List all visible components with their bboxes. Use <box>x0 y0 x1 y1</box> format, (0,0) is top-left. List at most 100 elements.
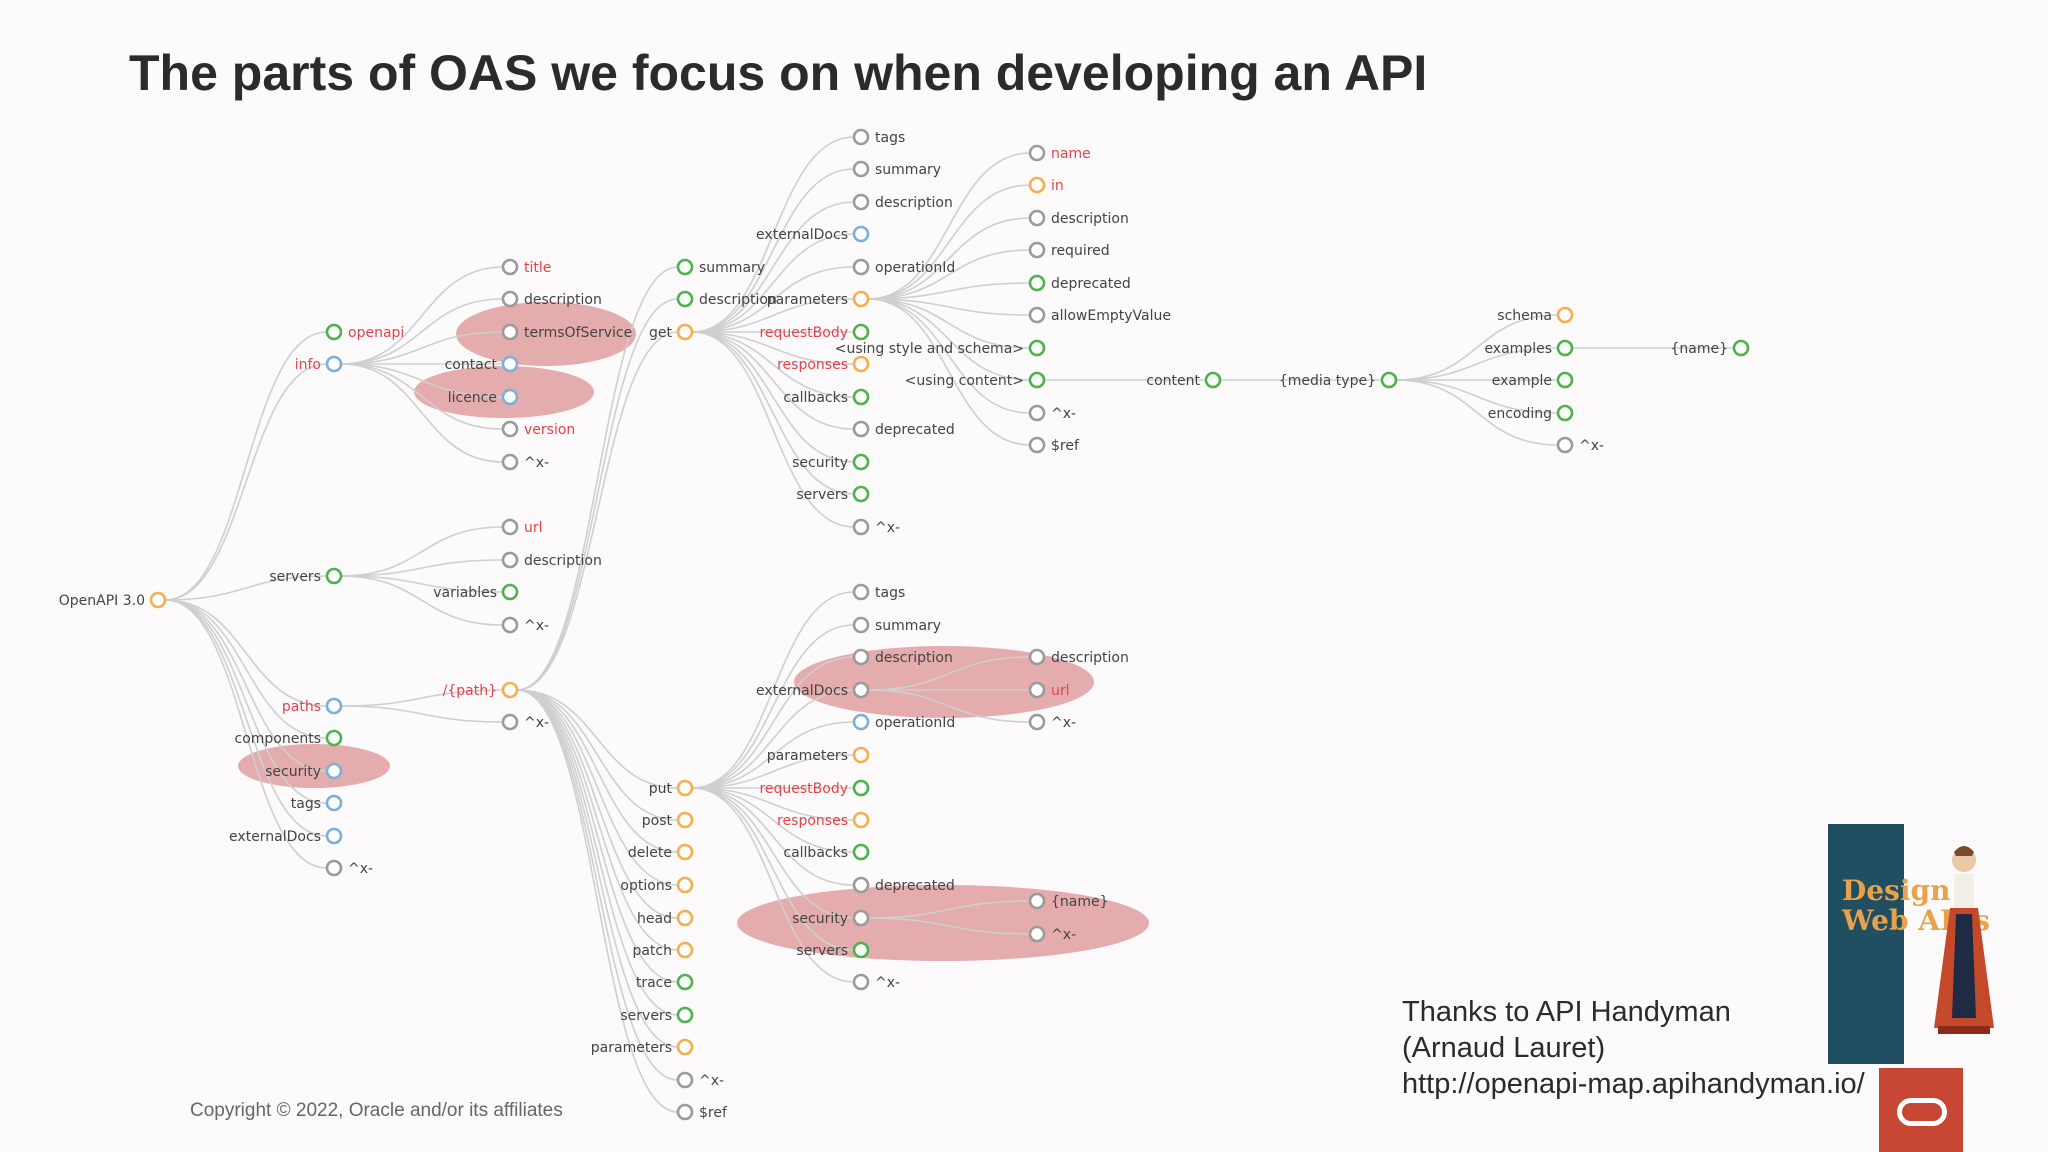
tree-node-pp-get[interactable]: get <box>649 323 694 341</box>
tree-node-u-sec[interactable]: security <box>792 909 870 927</box>
tree-node-i-desc[interactable]: description <box>501 290 602 308</box>
tree-node-u-srv[interactable]: servers <box>796 941 870 959</box>
tree-node-s-x[interactable]: ^x- <box>501 616 549 634</box>
tree-node-u-cb[interactable]: callbacks <box>783 843 870 861</box>
tree-node-g-desc[interactable]: description <box>852 193 953 211</box>
tree-node-p-x[interactable]: ^x- <box>501 713 549 731</box>
tree-node-u-desc[interactable]: description <box>852 648 953 666</box>
tree-node-g-depr[interactable]: deprecated <box>852 420 955 438</box>
node-label: tags <box>875 130 905 146</box>
tree-link <box>867 298 1031 349</box>
tree-node-pp-summary[interactable]: summary <box>676 258 765 276</box>
tree-node-g-opid[interactable]: operationId <box>852 258 955 276</box>
tree-node-c-content[interactable]: content <box>1146 371 1222 389</box>
tree-node-info[interactable]: info <box>295 355 343 373</box>
tree-node-pa-x[interactable]: ^x- <box>1028 404 1076 422</box>
tree-node-components[interactable]: components <box>235 729 343 747</box>
tree-node-root-x[interactable]: ^x- <box>325 859 373 877</box>
tree-node-ue-desc[interactable]: description <box>1028 648 1129 666</box>
tree-node-u-body[interactable]: requestBody <box>759 779 870 797</box>
credits-url[interactable]: http://openapi-map.apihandyman.io/ <box>1402 1068 1865 1100</box>
tree-node-g-summary[interactable]: summary <box>852 160 941 178</box>
tree-node-m-encoding[interactable]: encoding <box>1488 404 1574 422</box>
tree-node-pa-req[interactable]: required <box>1028 241 1110 259</box>
tree-node-pp-patch[interactable]: patch <box>632 941 694 959</box>
tree-node-openapi[interactable]: openapi <box>325 323 404 341</box>
tree-node-g-params[interactable]: parameters <box>767 290 870 308</box>
tree-node-pa-style[interactable]: <using style and schema> <box>835 339 1046 357</box>
tree-node-u-depr[interactable]: deprecated <box>852 876 955 894</box>
tree-node-pp-head[interactable]: head <box>637 909 694 927</box>
tree-node-pa-desc[interactable]: description <box>1028 209 1129 227</box>
tree-link <box>516 298 679 691</box>
tree-node-m-examples[interactable]: examples <box>1484 339 1574 357</box>
tree-node-i-tos[interactable]: termsOfService <box>501 323 632 341</box>
tree-node-ue-x[interactable]: ^x- <box>1028 713 1076 731</box>
tree-node-m-schema[interactable]: schema <box>1497 306 1574 324</box>
tree-node-u-opid[interactable]: operationId <box>852 713 955 731</box>
tree-node-externalDocs[interactable]: externalDocs <box>229 827 343 845</box>
tree-node-root[interactable]: OpenAPI 3.0 <box>59 591 167 609</box>
node-circle-icon <box>501 681 519 699</box>
tree-node-g-ext[interactable]: externalDocs <box>756 225 870 243</box>
node-circle-icon <box>852 876 870 894</box>
tree-node-pp-x[interactable]: ^x- <box>676 1071 724 1089</box>
node-circle-icon <box>852 616 870 634</box>
node-label: info <box>295 357 321 373</box>
tree-node-pp-delete[interactable]: delete <box>628 843 694 861</box>
tree-node-pp-servers[interactable]: servers <box>620 1006 694 1024</box>
tree-node-pp-put[interactable]: put <box>649 779 694 797</box>
tree-node-u-tags[interactable]: tags <box>852 583 905 601</box>
tree-link <box>691 298 855 333</box>
tree-node-g-srv[interactable]: servers <box>796 485 870 503</box>
tree-node-pa-content[interactable]: <using content> <box>905 371 1046 389</box>
tree-node-pa-name[interactable]: name <box>1028 144 1091 162</box>
tree-node-m-x[interactable]: ^x- <box>1556 436 1604 454</box>
tree-node-paths[interactable]: paths <box>282 697 343 715</box>
node-layer: OpenAPI 3.0 openapi info servers paths compon… <box>59 128 1750 1121</box>
tree-node-g-body[interactable]: requestBody <box>759 323 870 341</box>
tree-node-pa-depr[interactable]: deprecated <box>1028 274 1131 292</box>
tree-node-us-x[interactable]: ^x- <box>1028 925 1076 943</box>
tree-node-i-version[interactable]: version <box>501 420 575 438</box>
tree-node-u-params[interactable]: parameters <box>767 746 870 764</box>
tree-link <box>691 787 855 951</box>
tree-node-e-name[interactable]: {name} <box>1670 339 1750 357</box>
tree-node-pp-trace[interactable]: trace <box>636 973 694 991</box>
tree-node-i-licence[interactable]: licence <box>448 388 519 406</box>
tree-node-u-ext[interactable]: externalDocs <box>756 681 870 699</box>
tree-node-u-summary[interactable]: summary <box>852 616 941 634</box>
tree-node-p-path[interactable]: /{path} <box>443 681 519 699</box>
tree-node-pa-in[interactable]: in <box>1028 176 1064 194</box>
tree-node-pp-desc[interactable]: description <box>676 290 777 308</box>
tree-node-s-vars[interactable]: variables <box>433 583 519 601</box>
tree-node-pp-params[interactable]: parameters <box>591 1038 694 1056</box>
tree-node-g-tags[interactable]: tags <box>852 128 905 146</box>
tree-node-tags[interactable]: tags <box>291 794 343 812</box>
tree-node-security[interactable]: security <box>265 762 343 780</box>
tree-node-servers[interactable]: servers <box>269 567 343 585</box>
tree-node-u-x[interactable]: ^x- <box>852 973 900 991</box>
tree-link <box>164 599 328 804</box>
tree-node-pp-ref[interactable]: $ref <box>676 1103 728 1121</box>
tree-node-i-x[interactable]: ^x- <box>501 453 549 471</box>
tree-node-pa-ref[interactable]: $ref <box>1028 436 1080 454</box>
tree-node-g-x[interactable]: ^x- <box>852 518 900 536</box>
tree-node-u-resp[interactable]: responses <box>777 811 870 829</box>
tree-node-g-cb[interactable]: callbacks <box>783 388 870 406</box>
tree-node-s-url[interactable]: url <box>501 518 543 536</box>
tree-node-c-media[interactable]: {media type} <box>1279 371 1398 389</box>
tree-node-i-contact[interactable]: contact <box>445 355 519 373</box>
tree-node-m-example[interactable]: example <box>1492 371 1574 389</box>
tree-node-pp-options[interactable]: options <box>620 876 694 894</box>
tree-node-g-resp[interactable]: responses <box>777 355 870 373</box>
tree-node-s-desc[interactable]: description <box>501 551 602 569</box>
tree-node-us-name[interactable]: {name} <box>1028 892 1109 910</box>
tree-node-ue-url[interactable]: url <box>1028 681 1070 699</box>
node-circle-icon <box>1556 371 1574 389</box>
highlight-layer <box>238 302 1149 961</box>
tree-node-i-title[interactable]: title <box>501 258 551 276</box>
tree-node-pp-post[interactable]: post <box>642 811 694 829</box>
tree-node-pa-empty[interactable]: allowEmptyValue <box>1028 306 1171 324</box>
tree-node-g-sec[interactable]: security <box>792 453 870 471</box>
